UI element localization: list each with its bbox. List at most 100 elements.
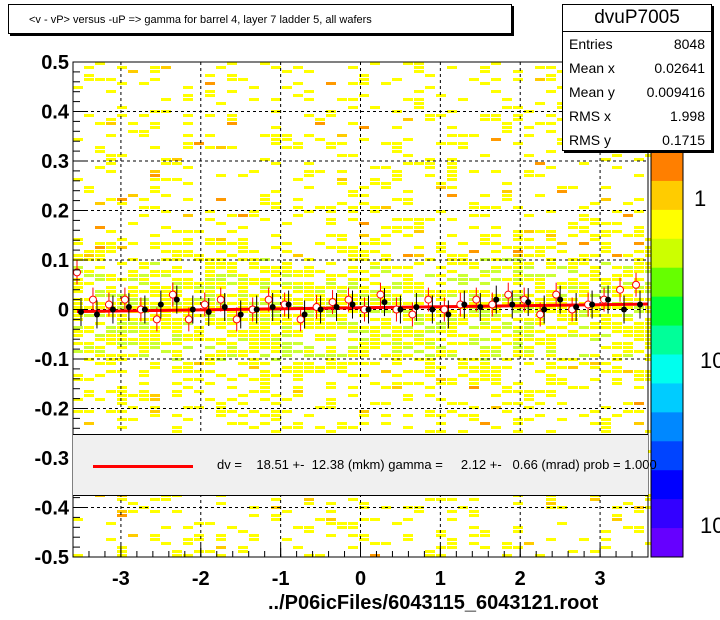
heatmap-cell	[84, 270, 94, 273]
profile-black-point	[477, 304, 484, 311]
heatmap-cell	[524, 350, 534, 353]
heatmap-cell	[117, 330, 127, 333]
heatmap-cell	[623, 282, 633, 285]
heatmap-cell	[403, 202, 413, 205]
heatmap-cell	[95, 150, 105, 153]
heatmap-cell	[392, 354, 402, 357]
heatmap-cell	[139, 346, 149, 349]
heatmap-cell	[249, 214, 259, 217]
heatmap-cell	[150, 286, 160, 289]
heatmap-cell	[150, 186, 160, 189]
heatmap-cell	[513, 246, 523, 249]
heatmap-cell	[348, 206, 358, 209]
heatmap-cell	[260, 378, 270, 381]
heatmap-cell	[304, 354, 314, 357]
heatmap-cell	[634, 230, 644, 233]
heatmap-cell	[183, 98, 193, 101]
heatmap-cell	[370, 166, 380, 169]
heatmap-cell	[612, 518, 622, 521]
stats-value: 0.1715	[662, 132, 705, 148]
heatmap-cell	[183, 182, 193, 185]
heatmap-cell	[238, 286, 248, 289]
heatmap-cell	[260, 314, 270, 317]
heatmap-cell	[161, 314, 171, 317]
heatmap-cell	[216, 374, 226, 377]
heatmap-cell	[282, 346, 292, 349]
heatmap-cell	[238, 338, 248, 341]
heatmap-cell	[95, 146, 105, 149]
profile-black-point	[157, 301, 164, 308]
heatmap-cell	[128, 274, 138, 277]
heatmap-cell	[590, 410, 600, 413]
heatmap-cell	[183, 134, 193, 137]
heatmap-cell	[315, 426, 325, 429]
heatmap-cell	[469, 514, 479, 517]
heatmap-cell	[337, 354, 347, 357]
heatmap-cell	[568, 278, 578, 281]
heatmap-cell	[139, 506, 149, 509]
heatmap-cell	[513, 342, 523, 345]
heatmap-cell	[601, 546, 611, 549]
heatmap-cell	[557, 294, 567, 297]
profile-black-point	[605, 296, 612, 303]
heatmap-cell	[568, 226, 578, 229]
heatmap-cell	[194, 286, 204, 289]
heatmap-cell	[128, 270, 138, 273]
heatmap-cell	[326, 274, 336, 277]
heatmap-cell	[458, 254, 468, 257]
heatmap-cell	[304, 554, 314, 557]
heatmap-cell	[216, 410, 226, 413]
heatmap-cell	[260, 202, 270, 205]
heatmap-cell	[414, 286, 424, 289]
heatmap-cell	[73, 350, 83, 353]
heatmap-cell	[623, 314, 633, 317]
heatmap-cell	[535, 414, 545, 417]
heatmap-cell	[414, 294, 424, 297]
heatmap-cell	[216, 402, 226, 405]
heatmap-cell	[634, 198, 644, 201]
heatmap-cell	[502, 126, 512, 129]
heatmap-cell	[139, 302, 149, 305]
heatmap-cell	[392, 346, 402, 349]
heatmap-cell	[546, 394, 556, 397]
heatmap-cell	[634, 234, 644, 237]
heatmap-cell	[491, 370, 501, 373]
heatmap-cell	[381, 290, 391, 293]
heatmap-cell	[238, 394, 248, 397]
heatmap-cell	[84, 74, 94, 77]
heatmap-cell	[304, 370, 314, 373]
heatmap-cell	[524, 346, 534, 349]
heatmap-cell	[601, 150, 611, 153]
axis-ticks: -3 -2 -1 0 1 2 3-0.5-0.4-0.3-0.2-0.100.10.20.3…	[35, 52, 649, 590]
heatmap-cell	[601, 278, 611, 281]
heatmap-cell	[480, 366, 490, 369]
heatmap-cell	[128, 322, 138, 325]
heatmap-cell	[304, 274, 314, 277]
heatmap-cell	[282, 282, 292, 285]
heatmap-cell	[601, 290, 611, 293]
heatmap-cell	[359, 290, 369, 293]
heatmap-cell	[579, 214, 589, 217]
heatmap-cell	[73, 242, 83, 245]
heatmap-cell	[348, 190, 358, 193]
heatmap-cell	[293, 350, 303, 353]
heatmap-cell	[249, 410, 259, 413]
heatmap-cell	[447, 378, 457, 381]
heatmap-cell	[436, 246, 446, 249]
heatmap-cell	[612, 354, 622, 357]
heatmap-cell	[293, 370, 303, 373]
heatmap-cell	[315, 366, 325, 369]
heatmap-cell	[84, 410, 94, 413]
stats-value: 8048	[673, 36, 705, 52]
heatmap-cell	[106, 154, 116, 157]
profile-red-point	[264, 295, 273, 304]
heatmap-cell	[227, 302, 237, 305]
heatmap-cell	[612, 294, 622, 297]
heatmap-cell	[227, 274, 237, 277]
heatmap-cell	[249, 278, 259, 281]
heatmap-cell	[524, 266, 534, 269]
heatmap-cell	[216, 502, 226, 505]
heatmap-cell	[238, 242, 248, 245]
heatmap-cell	[469, 342, 479, 345]
heatmap-cell	[469, 498, 479, 501]
